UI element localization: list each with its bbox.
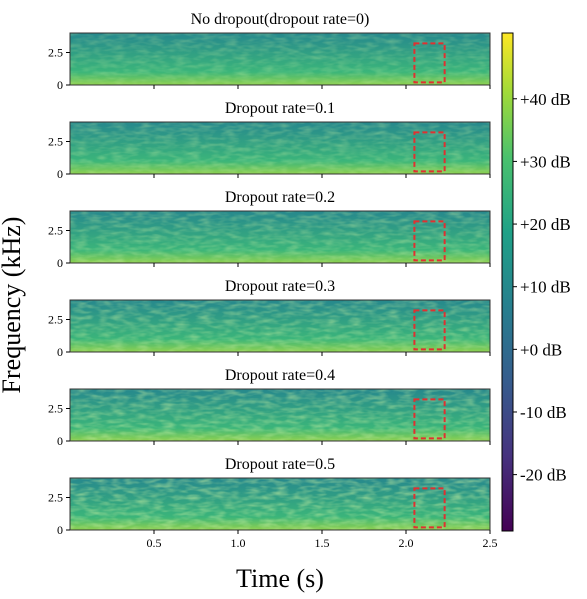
highlight-box [413,220,446,262]
panel-title: Dropout rate=0.2 [225,189,335,206]
colorbar-tick-label: +20 dB [520,215,571,234]
spectrogram-texture [70,211,490,263]
panel-title: Dropout rate=0.4 [225,367,335,384]
y-tick-label: 0 [57,167,63,181]
y-tick-label: 2.5 [48,135,63,149]
spectrogram-texture [70,300,490,352]
x-tick-label: 1.5 [315,536,330,550]
plot-frame [69,32,491,86]
highlight-box [413,309,446,351]
plot-frame [69,210,491,264]
y-tick-label: 0 [57,434,63,448]
x-tick-label: 0.5 [147,536,162,550]
y-axis-label: Frequency (kHz) [0,217,26,394]
colorbar-tick-label: +0 dB [520,340,562,359]
plot-frame [69,121,491,175]
highlight-box [413,398,446,440]
colorbar-tick-label: -20 dB [520,466,567,485]
y-tick-label: 0 [57,78,63,92]
y-tick-label: 2.5 [48,402,63,416]
highlight-box [413,131,446,173]
spectrogram-texture [70,478,490,530]
y-tick-label: 0 [57,523,63,537]
colorbar-tick-label: +40 dB [520,90,571,109]
spectrogram-texture [70,33,490,85]
x-axis-label: Time (s) [236,564,324,593]
colorbar-tick-label: +10 dB [520,278,571,297]
y-tick-label: 0 [57,345,63,359]
y-tick-label: 2.5 [48,491,63,505]
y-tick-label: 0 [57,256,63,270]
panel-title: Dropout rate=0.5 [225,456,335,473]
x-tick-label: 2.5 [483,536,498,550]
spectrogram-texture [70,389,490,441]
colorbar-tick-label: +30 dB [520,152,571,171]
x-tick-label: 2.0 [399,536,414,550]
y-tick-label: 2.5 [48,46,63,60]
plot-frame [69,299,491,353]
colorbar [501,32,514,532]
plot-frame [69,477,491,531]
colorbar-tick-label: -10 dB [520,403,567,422]
panel-title: Dropout rate=0.1 [225,100,335,117]
highlight-box [413,42,446,84]
plot-frame [69,388,491,442]
spectrogram-texture [70,122,490,174]
y-tick-label: 2.5 [48,313,63,327]
x-tick-label: 1.0 [231,536,246,550]
panel-title: No dropout(dropout rate=0) [191,11,370,28]
panel-title: Dropout rate=0.3 [225,278,335,295]
highlight-box [413,487,446,529]
y-tick-label: 2.5 [48,224,63,238]
